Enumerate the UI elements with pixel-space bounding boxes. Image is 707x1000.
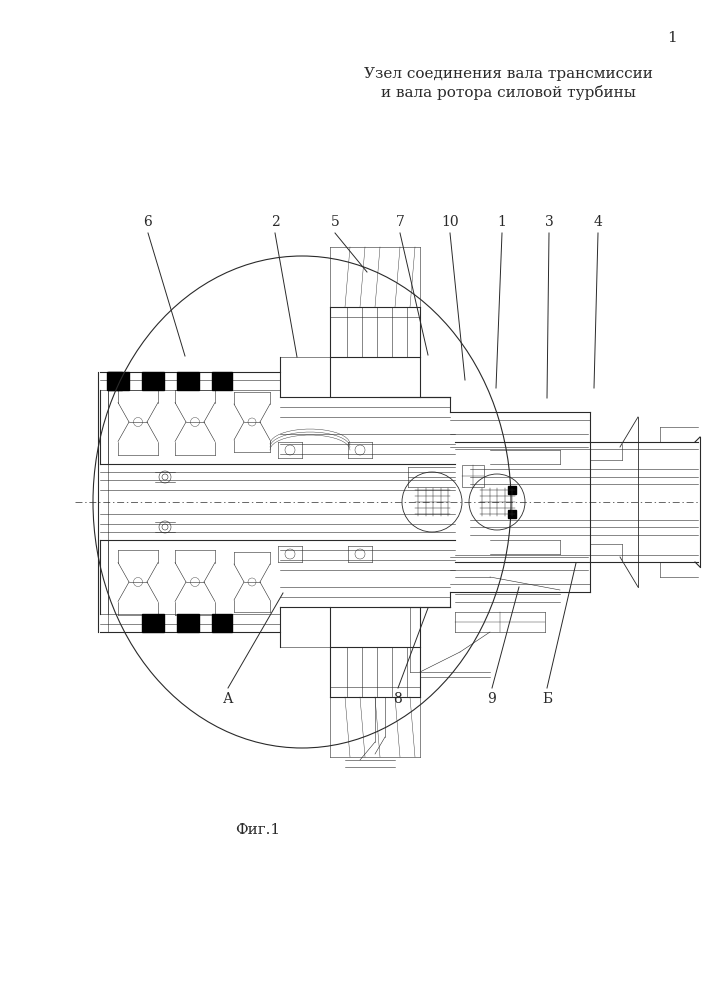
Text: 9: 9 (488, 692, 496, 706)
Bar (508, 510, 516, 518)
Text: 1: 1 (667, 31, 677, 45)
Bar (177, 372, 199, 390)
Text: 4: 4 (594, 215, 602, 229)
Bar (142, 614, 164, 632)
Text: 7: 7 (395, 215, 404, 229)
Text: 1: 1 (498, 215, 506, 229)
Text: 2: 2 (271, 215, 279, 229)
Bar (177, 614, 199, 632)
Bar (107, 372, 129, 390)
Text: Б: Б (542, 692, 552, 706)
Bar (142, 372, 164, 390)
Text: Фиг.1: Фиг.1 (235, 823, 281, 837)
Bar (212, 372, 232, 390)
Bar (108, 372, 122, 390)
Bar (212, 614, 232, 632)
Text: 6: 6 (144, 215, 153, 229)
Text: 10: 10 (441, 215, 459, 229)
Text: 5: 5 (331, 215, 339, 229)
Bar (462, 465, 484, 487)
Text: Узел соединения вала трансмиссии: Узел соединения вала трансмиссии (363, 67, 653, 81)
Text: 3: 3 (544, 215, 554, 229)
Text: А: А (223, 692, 233, 706)
Bar (508, 486, 516, 494)
Text: и вала ротора силовой турбины: и вала ротора силовой турбины (380, 85, 636, 100)
Text: 8: 8 (394, 692, 402, 706)
